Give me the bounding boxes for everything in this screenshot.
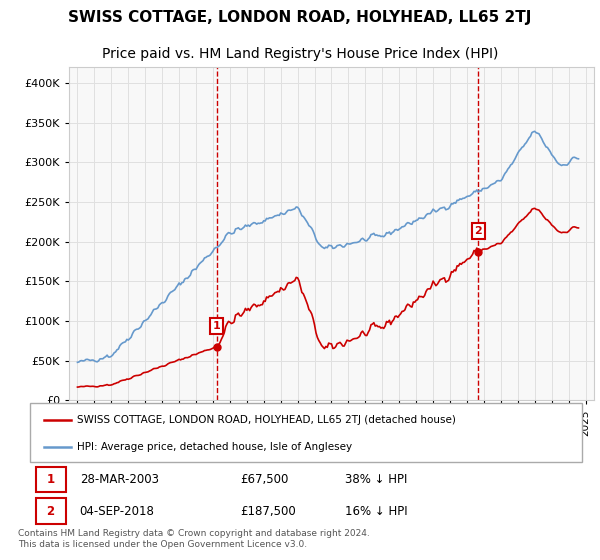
Text: SWISS COTTAGE, LONDON ROAD, HOLYHEAD, LL65 2TJ (detached house): SWISS COTTAGE, LONDON ROAD, HOLYHEAD, LL… [77,414,456,424]
Text: 1: 1 [46,473,55,486]
Text: SWISS COTTAGE, LONDON ROAD, HOLYHEAD, LL65 2TJ: SWISS COTTAGE, LONDON ROAD, HOLYHEAD, LL… [68,10,532,25]
FancyBboxPatch shape [35,466,66,492]
Text: 1: 1 [213,321,221,331]
Text: £67,500: £67,500 [240,473,288,486]
Text: 2: 2 [475,226,482,236]
FancyBboxPatch shape [30,403,582,462]
Text: £187,500: £187,500 [240,505,296,517]
Text: 2: 2 [46,505,55,517]
Text: 16% ↓ HPI: 16% ↓ HPI [344,505,407,517]
Text: 28-MAR-2003: 28-MAR-2003 [80,473,158,486]
FancyBboxPatch shape [35,498,66,524]
Text: 04-SEP-2018: 04-SEP-2018 [80,505,155,517]
Text: 38% ↓ HPI: 38% ↓ HPI [344,473,407,486]
Text: Price paid vs. HM Land Registry's House Price Index (HPI): Price paid vs. HM Land Registry's House … [102,47,498,61]
Text: HPI: Average price, detached house, Isle of Anglesey: HPI: Average price, detached house, Isle… [77,442,352,452]
Text: Contains HM Land Registry data © Crown copyright and database right 2024.
This d: Contains HM Land Registry data © Crown c… [18,529,370,549]
